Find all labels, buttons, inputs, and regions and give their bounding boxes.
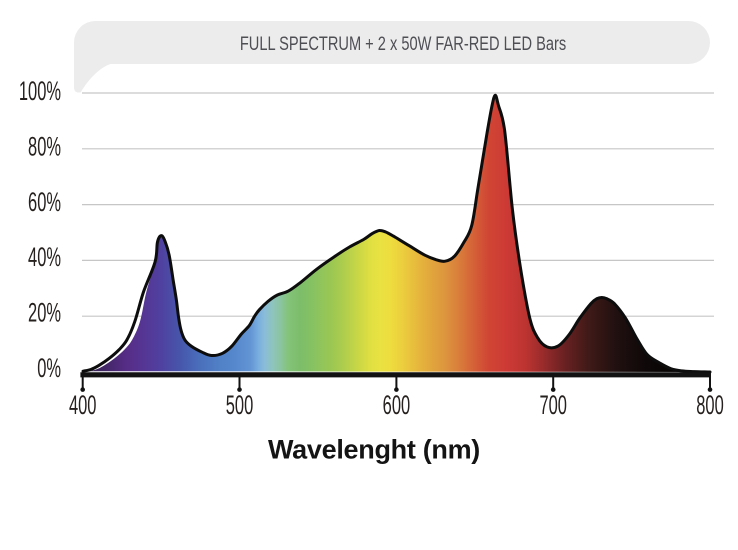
svg-text:600: 600 <box>383 390 410 420</box>
svg-text:40%: 40% <box>28 242 61 272</box>
svg-text:800: 800 <box>696 390 723 420</box>
svg-text:100%: 100% <box>19 76 61 106</box>
svg-text:700: 700 <box>539 390 566 420</box>
svg-text:400: 400 <box>69 390 96 420</box>
svg-text:80%: 80% <box>28 131 61 161</box>
svg-text:500: 500 <box>226 390 253 420</box>
svg-text:60%: 60% <box>28 187 61 217</box>
svg-text:20%: 20% <box>28 297 61 327</box>
svg-text:FULL SPECTRUM + 2 x 50W FAR-RE: FULL SPECTRUM + 2 x 50W FAR-RED LED Bars <box>240 32 566 55</box>
svg-text:Wavelenght (nm): Wavelenght (nm) <box>268 435 480 465</box>
svg-text:0%: 0% <box>37 353 61 383</box>
